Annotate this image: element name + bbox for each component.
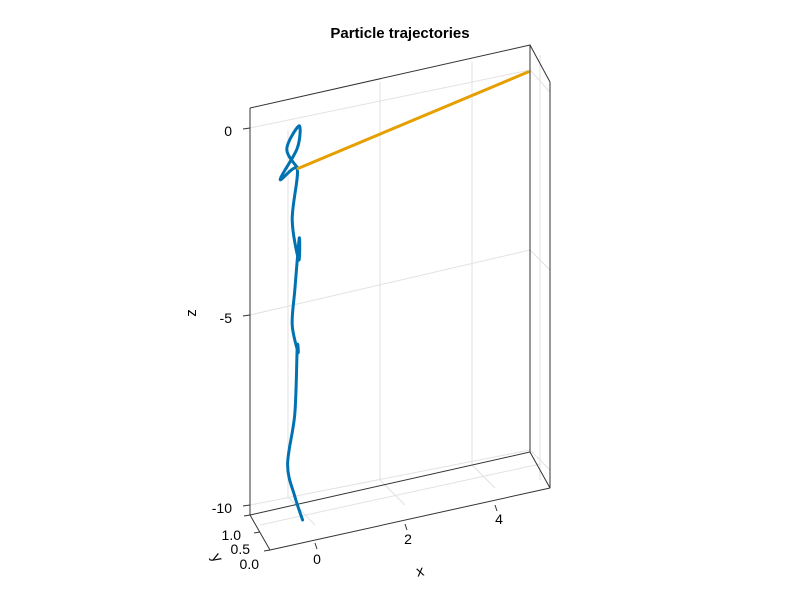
gridline-floor-4 [471, 464, 496, 489]
ztick-mark-m5 [242, 314, 251, 317]
gridline-z-0 [249, 69, 531, 129]
x-axis-label: x [415, 562, 426, 580]
gridline-floor-3 [379, 479, 406, 506]
xtick-mark-4 [494, 504, 498, 512]
frame-back-wall [249, 44, 531, 516]
ztick-label-m5: -5 [220, 310, 233, 326]
frame-bottom-right [529, 451, 551, 489]
ztick-label-0: 0 [224, 123, 232, 139]
gridline-floor-2 [287, 496, 316, 526]
series [278, 70, 530, 522]
ytick-mark-1 [243, 514, 251, 517]
y-axis-label: y [208, 550, 227, 565]
gridline-floor-1 [259, 463, 541, 526]
xtick-mark-0 [314, 542, 318, 550]
ytick-label-1: 1.0 [222, 527, 242, 543]
tick-marks [242, 127, 498, 552]
xtick-label-4: 4 [495, 511, 503, 527]
xtick-label-2: 2 [404, 531, 412, 547]
ztick-label-m10: -10 [212, 500, 232, 516]
frame-front-bottom [269, 487, 551, 551]
ytick-mark-0 [263, 549, 271, 552]
xtick-label-0: 0 [313, 551, 321, 567]
chart-title: Particle trajectories [330, 25, 469, 42]
ytick-label-05: 0.5 [231, 541, 251, 557]
ytick-label-0: 0.0 [240, 556, 260, 572]
frame-top-right [529, 44, 551, 83]
gridline-z-m10 [249, 449, 531, 506]
gridline-z-m5 [249, 249, 531, 316]
ytick-mark-05 [253, 531, 261, 534]
gridlines [249, 55, 551, 526]
z-axis-label: z [183, 309, 200, 317]
ztick-mark-m10 [242, 504, 251, 507]
series-helix-line [278, 124, 305, 522]
series-straight-line [296, 70, 530, 170]
axis-frame [249, 44, 551, 551]
ztick-mark-0 [242, 127, 251, 130]
xtick-mark-2 [404, 523, 408, 531]
